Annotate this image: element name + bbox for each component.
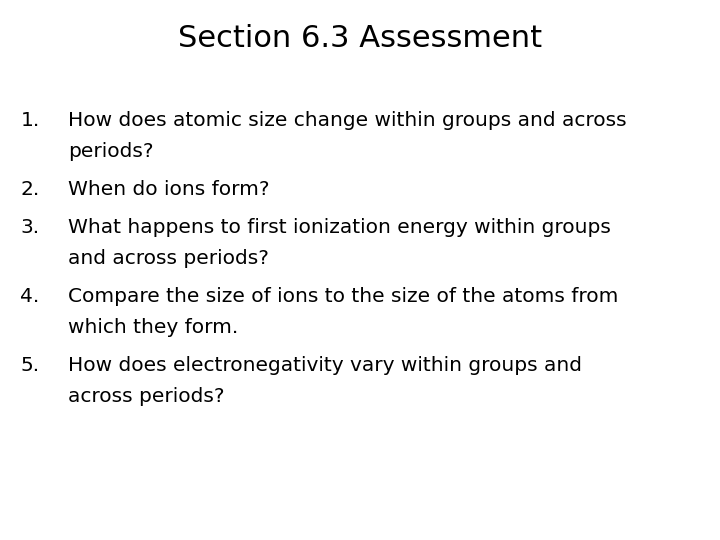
Text: How does atomic size change within groups and across: How does atomic size change within group… xyxy=(68,111,627,130)
Text: Section 6.3 Assessment: Section 6.3 Assessment xyxy=(178,24,542,53)
Text: periods?: periods? xyxy=(68,142,154,161)
Text: 5.: 5. xyxy=(20,356,40,375)
Text: What happens to first ionization energy within groups: What happens to first ionization energy … xyxy=(68,218,611,237)
Text: 1.: 1. xyxy=(20,111,40,130)
Text: 3.: 3. xyxy=(20,218,40,237)
Text: which they form.: which they form. xyxy=(68,318,238,337)
Text: How does electronegativity vary within groups and: How does electronegativity vary within g… xyxy=(68,356,582,375)
Text: When do ions form?: When do ions form? xyxy=(68,180,270,199)
Text: Compare the size of ions to the size of the atoms from: Compare the size of ions to the size of … xyxy=(68,287,618,306)
Text: 2.: 2. xyxy=(20,180,40,199)
Text: 4.: 4. xyxy=(20,287,40,306)
Text: and across periods?: and across periods? xyxy=(68,249,269,268)
Text: across periods?: across periods? xyxy=(68,387,225,406)
